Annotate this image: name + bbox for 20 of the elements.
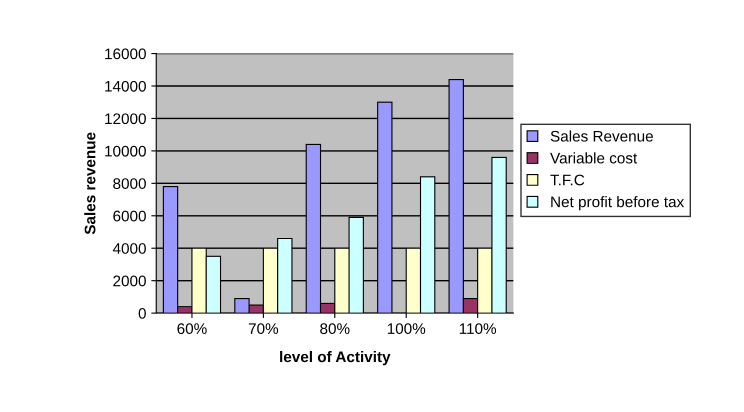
y-tick-label: 8000 [113, 178, 146, 190]
y-tick-label: 4000 [112, 243, 146, 254]
x-tick-label: 110% [460, 323, 496, 334]
legend-label: Variable cost [550, 152, 638, 164]
y-tick-label: 2000 [113, 276, 146, 286]
y-tick-label: 12000 [105, 113, 146, 124]
y-tick-label: 10000 [105, 146, 146, 157]
legend-label: Sales Revenue [550, 130, 653, 142]
x-tick-label: 100% [388, 323, 426, 334]
legend-label: T.F.C [550, 174, 584, 186]
y-tick-label: 14000 [105, 80, 146, 92]
y-tick-label: 16000 [105, 48, 146, 60]
y-tick-label: 0 [138, 308, 146, 319]
x-axis-title: level of Activity [280, 350, 390, 366]
x-tick-label: 70% [248, 323, 278, 334]
y-tick-label: 6000 [113, 210, 146, 222]
x-tick-label: 60% [177, 323, 207, 334]
y-axis-title: Sales revenue [84, 132, 96, 234]
x-tick-label: 80% [320, 323, 350, 334]
legend-label: Net profit before tax [551, 196, 684, 210]
